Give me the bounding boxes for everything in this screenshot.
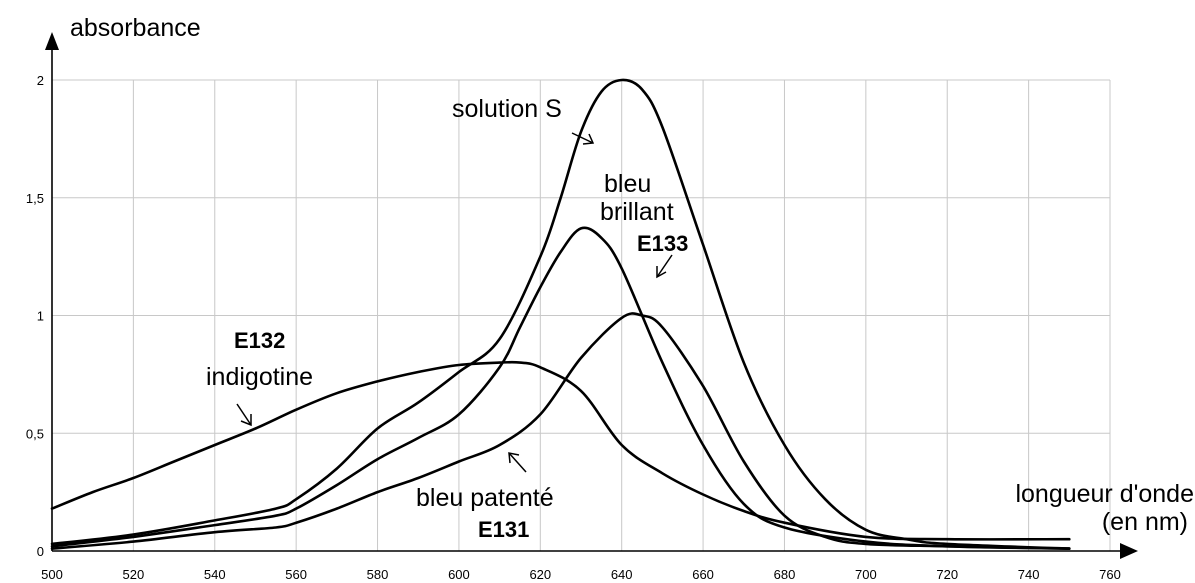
arrow-indigotine bbox=[237, 404, 251, 425]
annotation-indigotine: indigotine bbox=[206, 363, 313, 391]
x-tick-label: 500 bbox=[41, 567, 63, 582]
x-tick-label: 640 bbox=[611, 567, 633, 582]
annotation-e132: E132 bbox=[234, 328, 285, 353]
annotation-bleu: bleu bbox=[604, 170, 651, 198]
x-axis-label-line2: (en nm) bbox=[1102, 508, 1188, 536]
x-tick-label: 540 bbox=[204, 567, 226, 582]
x-tick-label: 680 bbox=[774, 567, 796, 582]
x-tick-label: 580 bbox=[367, 567, 389, 582]
arrow-e133 bbox=[657, 255, 672, 277]
x-tick-label: 760 bbox=[1099, 567, 1121, 582]
annotation-e131: E131 bbox=[478, 517, 529, 542]
y-tick-label: 1 bbox=[37, 309, 44, 324]
y-axis-label: absorbance bbox=[70, 14, 201, 42]
annotation-solution-s: solution S bbox=[452, 95, 562, 123]
x-tick-label: 660 bbox=[692, 567, 714, 582]
x-tick-label: 720 bbox=[936, 567, 958, 582]
x-tick-label: 560 bbox=[285, 567, 307, 582]
x-axis-arrow bbox=[1120, 543, 1138, 559]
axes bbox=[45, 32, 1138, 559]
y-tick-label: 0,5 bbox=[26, 426, 44, 441]
x-tick-label: 740 bbox=[1018, 567, 1040, 582]
y-tick-label: 0 bbox=[37, 544, 44, 559]
x-axis-label-line1: longueur d'onde bbox=[1015, 480, 1194, 508]
arrow-solution-s bbox=[572, 133, 593, 144]
grid-lines bbox=[52, 80, 1110, 551]
y-axis-arrow bbox=[45, 32, 59, 50]
annotation-bleu-patente: bleu patenté bbox=[416, 484, 554, 512]
x-tick-label: 700 bbox=[855, 567, 877, 582]
annotation-brillant: brillant bbox=[600, 198, 674, 226]
x-tick-label: 520 bbox=[123, 567, 145, 582]
x-tick-label: 620 bbox=[529, 567, 551, 582]
arrow-bleu-patente bbox=[509, 453, 526, 472]
series-line-bleu-patente-e131 bbox=[52, 313, 1069, 548]
annotation-e133: E133 bbox=[637, 231, 688, 256]
y-tick-label: 2 bbox=[37, 73, 44, 88]
x-tick-label: 600 bbox=[448, 567, 470, 582]
tick-labels: 500 520 540 560 580 600 620 640 660 680 700 720 740 7… bbox=[26, 73, 1121, 582]
series-line-solution-s bbox=[52, 80, 1069, 549]
y-tick-label: 1,5 bbox=[26, 191, 44, 206]
series-lines bbox=[52, 80, 1069, 549]
